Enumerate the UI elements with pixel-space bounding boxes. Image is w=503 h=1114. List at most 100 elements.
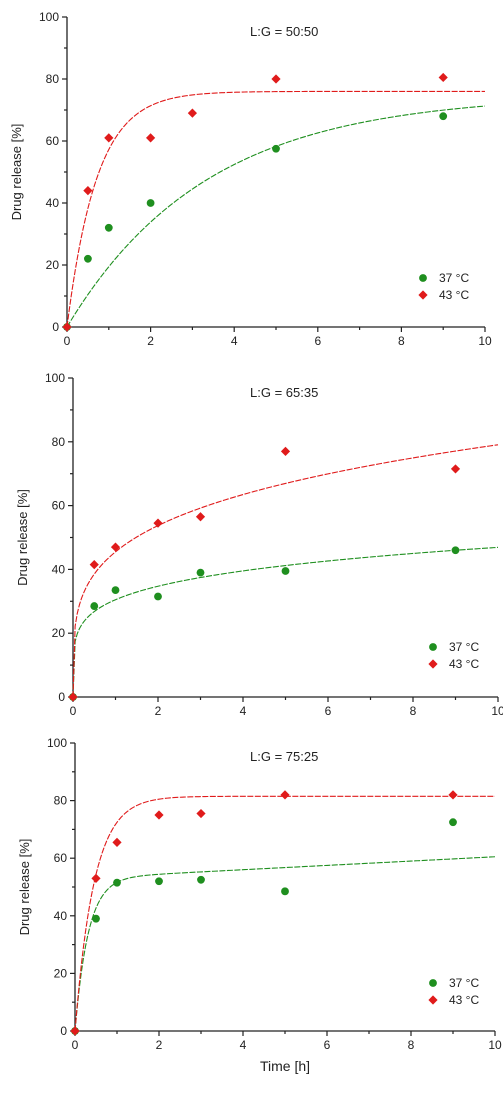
y-axis-label: Drug release [%] bbox=[15, 489, 30, 586]
data-point-37c bbox=[197, 875, 205, 884]
data-point-43c bbox=[280, 790, 290, 800]
y-tick-label: 60 bbox=[54, 851, 68, 865]
x-tick-label: 8 bbox=[398, 334, 405, 348]
legend-marker bbox=[419, 274, 427, 282]
data-point-37c bbox=[146, 199, 155, 207]
data-point-37c bbox=[449, 818, 457, 827]
fit-curve-37c bbox=[72, 546, 499, 698]
data-point-43c bbox=[110, 542, 121, 552]
data-point-37c bbox=[113, 878, 121, 887]
panel-3: 0 20 40 60 80 100 0 2 4 6 8 10 Drug release [%] Time … bbox=[17, 736, 502, 1074]
y-tick-label: 60 bbox=[52, 499, 66, 513]
panel-title: L:G = 75:25 bbox=[250, 749, 318, 764]
x-tick-label: 2 bbox=[156, 1038, 163, 1052]
data-point-43c bbox=[91, 873, 101, 883]
fit-curve-43c bbox=[72, 444, 499, 698]
x-tick-label: 0 bbox=[64, 334, 71, 348]
data-point-43c bbox=[153, 518, 163, 528]
data-point-43c bbox=[448, 790, 458, 800]
y-tick-label: 60 bbox=[46, 134, 60, 148]
x-tick-label: 2 bbox=[155, 704, 162, 718]
x-tick-label: 0 bbox=[70, 704, 77, 718]
y-tick-label: 0 bbox=[58, 690, 65, 704]
y-tick-label: 20 bbox=[46, 258, 60, 272]
legend-marker bbox=[428, 659, 438, 669]
fit-curve-43c bbox=[74, 795, 495, 1032]
y-tick-label: 40 bbox=[54, 909, 68, 923]
data-point-43c bbox=[62, 322, 72, 332]
y-tick-label: 100 bbox=[47, 736, 67, 750]
y-axis-label: Drug release [%] bbox=[9, 124, 24, 221]
legend-marker bbox=[429, 643, 437, 651]
legend-label: 43 °C bbox=[439, 288, 469, 302]
data-point-37c bbox=[111, 586, 120, 595]
data-point-43c bbox=[271, 74, 281, 84]
legend-marker bbox=[429, 979, 437, 987]
x-axis-label: Time [h] bbox=[260, 1058, 310, 1074]
data-point-43c bbox=[68, 692, 78, 702]
data-point-43c bbox=[146, 133, 156, 143]
x-tick-label: 4 bbox=[240, 1038, 247, 1052]
x-tick-label: 10 bbox=[491, 704, 503, 718]
panel-title: L:G = 50:50 bbox=[250, 24, 318, 39]
data-point-37c bbox=[92, 914, 100, 923]
data-point-43c bbox=[187, 108, 197, 118]
x-tick-label: 6 bbox=[325, 704, 332, 718]
legend-label: 37 °C bbox=[449, 640, 479, 654]
y-tick-label: 40 bbox=[46, 196, 60, 210]
data-point-43c bbox=[154, 810, 164, 820]
data-point-43c bbox=[89, 560, 99, 570]
data-point-37c bbox=[84, 254, 92, 263]
data-point-37c bbox=[154, 592, 162, 601]
data-point-37c bbox=[90, 602, 99, 610]
legend-label: 37 °C bbox=[439, 271, 469, 285]
data-point-43c bbox=[83, 186, 93, 196]
y-tick-label: 0 bbox=[60, 1024, 67, 1038]
data-point-43c bbox=[195, 512, 206, 522]
x-tick-label: 10 bbox=[478, 334, 492, 348]
y-tick-label: 0 bbox=[52, 320, 59, 334]
fit-curve-37c bbox=[74, 856, 496, 1032]
y-tick-label: 100 bbox=[45, 371, 65, 385]
legend-marker bbox=[428, 995, 438, 1005]
panel-1: 0 20 40 60 80 100 0 2 4 6 8 10 Drug release [%] L:G =… bbox=[9, 10, 492, 348]
y-tick-label: 80 bbox=[46, 72, 60, 86]
x-tick-label: 8 bbox=[410, 704, 417, 718]
y-tick-label: 100 bbox=[39, 10, 59, 24]
y-tick-label: 80 bbox=[52, 435, 66, 449]
x-tick-label: 6 bbox=[324, 1038, 331, 1052]
y-axis-label: Drug release [%] bbox=[17, 839, 32, 936]
panel-2: 0 20 40 60 80 100 0 2 4 6 8 10 Drug release [%] L:G =… bbox=[15, 371, 503, 718]
data-point-37c bbox=[281, 887, 289, 896]
y-tick-label: 20 bbox=[52, 626, 66, 640]
y-tick-label: 80 bbox=[54, 794, 68, 808]
x-tick-label: 8 bbox=[408, 1038, 415, 1052]
data-point-37c bbox=[196, 568, 205, 577]
data-point-43c bbox=[104, 133, 114, 143]
data-point-37c bbox=[281, 567, 290, 575]
y-tick-label: 20 bbox=[54, 966, 68, 980]
data-point-43c bbox=[438, 72, 448, 83]
legend-label: 43 °C bbox=[449, 657, 479, 671]
panel-title: L:G = 65:35 bbox=[250, 385, 318, 400]
x-tick-label: 4 bbox=[240, 704, 247, 718]
x-tick-label: 0 bbox=[72, 1038, 79, 1052]
data-point-37c bbox=[155, 877, 163, 886]
x-tick-label: 6 bbox=[314, 334, 321, 348]
data-point-43c bbox=[450, 464, 461, 474]
legend-label: 43 °C bbox=[449, 993, 479, 1007]
legend-marker bbox=[418, 290, 428, 300]
data-point-43c bbox=[280, 446, 291, 456]
x-tick-label: 4 bbox=[231, 334, 238, 348]
y-tick-label: 40 bbox=[52, 562, 66, 576]
data-point-37c bbox=[451, 546, 460, 555]
data-point-37c bbox=[104, 223, 113, 232]
data-point-43c bbox=[196, 808, 206, 819]
legend-label: 37 °C bbox=[449, 976, 479, 990]
data-point-37c bbox=[272, 144, 280, 153]
fit-curve-43c bbox=[66, 90, 485, 328]
data-point-43c bbox=[112, 837, 122, 847]
data-point-43c bbox=[70, 1026, 80, 1036]
x-tick-label: 10 bbox=[488, 1038, 502, 1052]
